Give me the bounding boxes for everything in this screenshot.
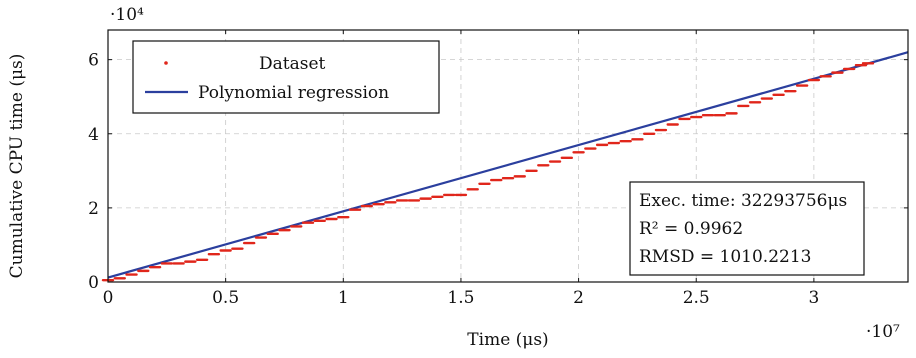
x-tick-label: 2 (573, 288, 584, 308)
plot-area-frame (107, 29, 909, 283)
stats-exec-time: Exec. time: 32293756μs (639, 191, 847, 211)
x-tick-label: 1 (338, 288, 349, 308)
x-tick-label: 3 (808, 288, 819, 308)
legend-box (132, 40, 440, 114)
y-tick-label: 6 (88, 51, 99, 71)
x-tick-label: 2.5 (683, 288, 710, 308)
y-tick-label: 0 (88, 273, 99, 293)
regression-series (107, 51, 909, 279)
x-axis-multiplier: ·10⁷ (866, 322, 900, 342)
stats-box (629, 181, 865, 276)
stats-rmsd: RMSD = 1010.2213 (639, 247, 811, 267)
y-axis-multiplier: ·10⁴ (110, 5, 144, 25)
legend: Dataset Polynomial regression (132, 40, 440, 114)
x-axis-label: Time (μs) (467, 330, 548, 350)
legend-label-regression: Polynomial regression (198, 83, 389, 103)
stats-annotation: Exec. time: 32293756μs R² = 0.9962 RMSD … (629, 181, 865, 276)
y-axis-label: Cumulative CPU time (μs) (7, 54, 27, 279)
regression-line (107, 51, 909, 279)
x-tick-label: 1.5 (447, 288, 474, 308)
legend-marker-dataset (164, 61, 168, 65)
legend-label-dataset: Dataset (259, 54, 326, 74)
y-tick-label: 4 (88, 125, 99, 145)
x-axis-ticks: 0 0.5 1 1.5 2 2.5 3 (103, 30, 819, 308)
y-tick-label: 2 (88, 199, 99, 219)
x-tick-label: 0.5 (212, 288, 239, 308)
y-axis-ticks: 0 2 4 6 (88, 51, 908, 293)
x-tick-label: 0 (103, 288, 114, 308)
dataset-series (101, 62, 875, 282)
stats-r-squared: R² = 0.9962 (639, 219, 743, 239)
